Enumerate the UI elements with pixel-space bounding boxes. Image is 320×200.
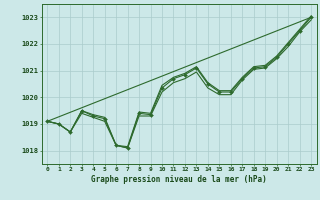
- X-axis label: Graphe pression niveau de la mer (hPa): Graphe pression niveau de la mer (hPa): [91, 175, 267, 184]
